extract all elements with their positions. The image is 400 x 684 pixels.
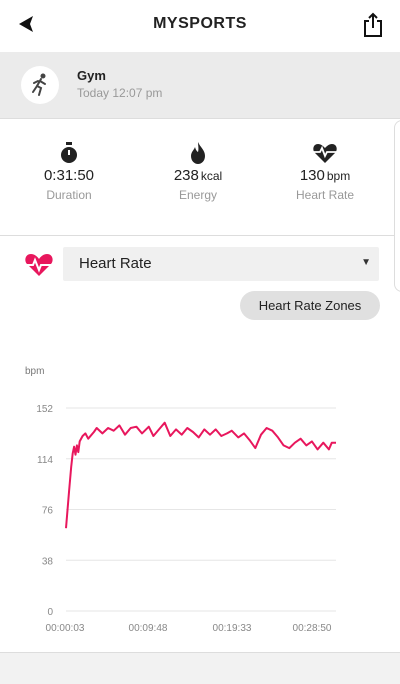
x-tick-label: 00:28:50 xyxy=(293,623,332,634)
y-tick-label: 114 xyxy=(37,455,53,466)
activity-time: Today 12:07 pm xyxy=(77,86,163,100)
stat-unit: kcal xyxy=(200,169,223,183)
heart-rate-chart: bpm 0 38 76 114 152 00:00:03 00:09:48 00:19:33 00… xyxy=(25,366,336,634)
activity-name: Gym xyxy=(77,68,106,83)
share-icon[interactable] xyxy=(360,11,386,39)
top-bar: MYSPORTS xyxy=(0,0,400,52)
x-tick-label: 00:09:48 xyxy=(129,623,168,634)
back-arrow-icon[interactable] xyxy=(14,12,42,40)
stat-label: Duration xyxy=(46,188,92,202)
x-tick-label: 00:19:33 xyxy=(213,623,252,634)
stat-energy: 238 kcal Energy xyxy=(133,141,263,202)
stat-duration: 0:31:50 Duration xyxy=(4,141,134,202)
chart-card: Heart Rate ▼ Heart Rate Zones bpm 0 38 76 11… xyxy=(0,236,400,653)
stat-value: 130 xyxy=(299,167,325,184)
running-person-icon xyxy=(21,66,59,104)
side-drawer-handle[interactable] xyxy=(394,120,400,292)
stats-panel: 0:31:50 Duration 238 kcal Energy 130 bpm H… xyxy=(0,119,400,236)
heart-rate-icon xyxy=(260,141,390,165)
stat-label: Energy xyxy=(178,188,218,202)
heart-rate-zones-button[interactable]: Heart Rate Zones xyxy=(240,291,380,320)
stat-value: 0:31:50 xyxy=(43,167,95,184)
y-tick-label: 152 xyxy=(36,404,53,415)
metric-select[interactable]: Heart Rate ▼ xyxy=(63,247,379,281)
stat-value: 238 xyxy=(173,167,199,184)
stat-heart-rate: 130 bpm Heart Rate xyxy=(260,141,390,202)
y-axis-label: bpm xyxy=(25,366,44,377)
page-title: MYSPORTS xyxy=(153,15,247,32)
y-tick-label: 0 xyxy=(47,607,53,618)
activity-header: Gym Today 12:07 pm xyxy=(0,52,400,119)
stat-label: Heart Rate xyxy=(295,188,355,202)
y-tick-label: 76 xyxy=(42,506,54,517)
stopwatch-icon xyxy=(4,141,134,165)
x-tick-label: 00:00:03 xyxy=(46,623,85,634)
metric-select-label: Heart Rate xyxy=(79,255,152,272)
heart-pulse-icon xyxy=(24,252,54,278)
heart-rate-line xyxy=(65,421,336,529)
flame-icon xyxy=(133,141,263,165)
y-tick-label: 38 xyxy=(42,556,54,567)
caret-down-icon: ▼ xyxy=(361,257,371,268)
stat-unit: bpm xyxy=(326,169,351,183)
